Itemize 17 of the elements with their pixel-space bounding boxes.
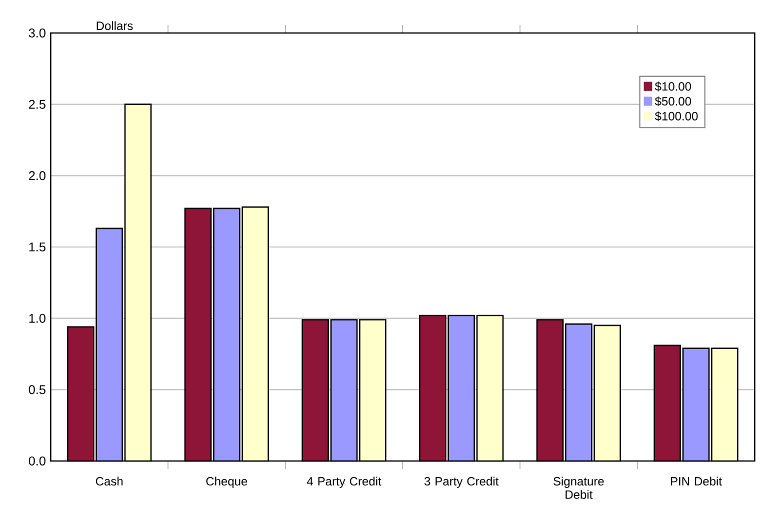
y-tick-label: 2.0 (28, 171, 46, 180)
y-tick-label: 2.5 (28, 100, 46, 109)
y-tick-label: 0.5 (28, 385, 46, 394)
legend-label: $10.00 (654, 82, 692, 92)
x-tick-label: Cash (96, 476, 123, 486)
y-tick-label: 3.0 (28, 28, 46, 38)
x-tick-label: 3 Party Credit (424, 476, 499, 488)
y-axis-title: Dollars (96, 21, 133, 30)
legend-label: $50.00 (654, 96, 692, 106)
y-tick-label: 1.0 (29, 314, 46, 323)
y-tick-label: 1.5 (29, 242, 46, 252)
x-tick-label: Signature Debit (554, 476, 604, 499)
y-tick-label: 0.0 (28, 456, 46, 466)
x-tick-label: Cheque (206, 476, 248, 488)
x-tick-label: PIN Debit (670, 476, 722, 486)
x-tick-label: 4 Party Credit (306, 476, 382, 488)
legend-label: $100.00 (654, 111, 698, 122)
